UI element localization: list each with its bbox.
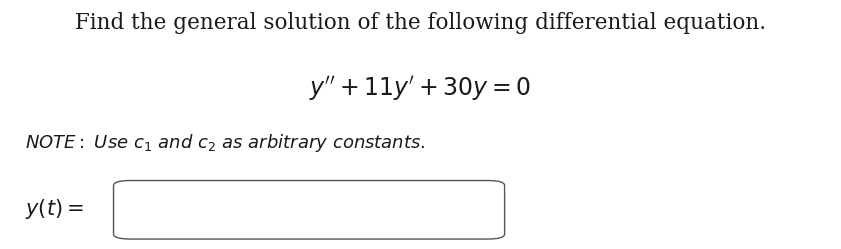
Text: $\mathit{NOTE{:}\ Use\ c_1\ and\ c_2\ as\ arbitrary\ constants.}$: $\mathit{NOTE{:}\ Use\ c_1\ and\ c_2\ as…: [25, 132, 426, 154]
Text: $y(t) =$: $y(t) =$: [25, 197, 84, 221]
Text: $y'' + 11y' + 30y = 0$: $y'' + 11y' + 30y = 0$: [309, 75, 532, 103]
FancyBboxPatch shape: [114, 181, 505, 239]
Text: Find the general solution of the following differential equation.: Find the general solution of the followi…: [75, 12, 766, 34]
